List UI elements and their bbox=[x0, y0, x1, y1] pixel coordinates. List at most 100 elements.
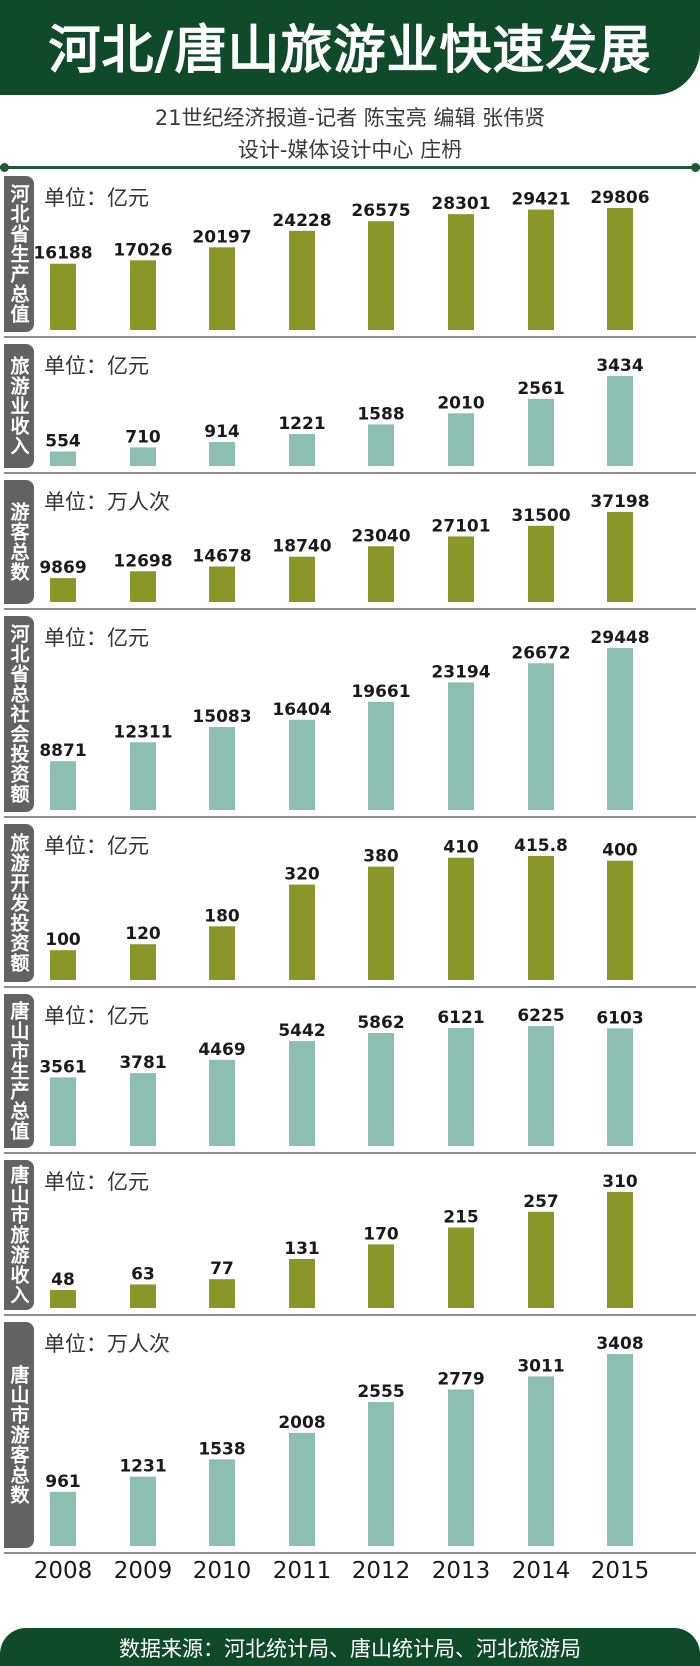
bar-chart: 100 120 180 320 380 410 415.8 400 bbox=[45, 836, 638, 980]
bar-value-label: 23194 bbox=[431, 662, 490, 682]
bar-value-label: 77 bbox=[210, 1259, 234, 1279]
bar-value-label: 1538 bbox=[198, 1439, 245, 1459]
bar bbox=[209, 727, 235, 810]
x-tick-label: 2015 bbox=[590, 1558, 650, 1584]
unit-label: 单位：万人次 bbox=[44, 490, 170, 514]
chart-panel: 旅游业收入 单位：亿元 554 710 914 1221 1588 2010 2561 3434 bbox=[0, 340, 700, 474]
bar bbox=[368, 546, 394, 602]
bar-value-label: 5862 bbox=[357, 1013, 404, 1033]
bar-value-label: 320 bbox=[284, 865, 320, 885]
panel-divider bbox=[4, 1552, 696, 1554]
page-title: 河北/唐山旅游业快速发展 bbox=[48, 21, 652, 81]
chart-title: 河北省总社会投资额 bbox=[7, 624, 30, 804]
bar-chart: 9869 12698 14678 18740 23040 27101 31500 37198 bbox=[39, 492, 650, 602]
bar bbox=[607, 1354, 633, 1546]
credit-line-reporter: 21世纪经济报道-记者 陈宝亮 编辑 张伟贤 bbox=[154, 106, 546, 130]
bar bbox=[130, 742, 156, 810]
bar-value-label: 3434 bbox=[596, 356, 643, 376]
bar-value-label: 12698 bbox=[113, 551, 172, 571]
bar-value-label: 29421 bbox=[511, 190, 570, 210]
bar-value-label: 554 bbox=[45, 431, 81, 451]
bar-value-label: 5442 bbox=[278, 1021, 325, 1041]
bar-value-label: 26575 bbox=[351, 201, 410, 221]
chart-title: 游客总数 bbox=[7, 502, 30, 582]
bar-value-label: 3408 bbox=[596, 1334, 643, 1354]
unit-label: 单位：亿元 bbox=[44, 186, 149, 210]
bar-value-label: 131 bbox=[284, 1239, 320, 1259]
bar-value-label: 26672 bbox=[511, 643, 570, 663]
bar-value-label: 1221 bbox=[278, 414, 325, 434]
chart-title-tab: 河北省总社会投资额 bbox=[4, 616, 34, 812]
unit-label: 单位：亿元 bbox=[44, 1004, 149, 1028]
bar-value-label: 415.8 bbox=[514, 836, 568, 856]
bar bbox=[607, 648, 633, 810]
bar-value-label: 2008 bbox=[278, 1413, 325, 1433]
bar-value-label: 16188 bbox=[33, 244, 92, 264]
bar bbox=[607, 1028, 633, 1146]
bar bbox=[50, 761, 76, 810]
bar-value-label: 29806 bbox=[590, 188, 649, 208]
bar-value-label: 3561 bbox=[39, 1057, 86, 1077]
bar bbox=[289, 719, 315, 810]
bar-chart: 961 1231 1538 2008 2555 2779 3011 3408 bbox=[45, 1334, 644, 1546]
bar-value-label: 215 bbox=[443, 1208, 479, 1228]
bar bbox=[528, 1376, 554, 1546]
bar-value-label: 170 bbox=[363, 1224, 399, 1244]
bar-chart: 8871 12311 15083 16404 19661 23194 26672 29448 bbox=[39, 628, 650, 810]
x-tick-label: 2010 bbox=[192, 1558, 252, 1584]
bar-value-label: 29448 bbox=[590, 628, 649, 648]
chart-title-tab: 唐山市游客总数 bbox=[4, 1322, 34, 1548]
bar bbox=[528, 1211, 554, 1308]
bar-value-label: 6103 bbox=[596, 1008, 643, 1028]
chart-panel: 河北省总社会投资额 单位：亿元 8871 12311 15083 16404 19661 23… bbox=[0, 612, 700, 818]
chart-title: 旅游业收入 bbox=[7, 356, 30, 456]
chart-panel: 唐山市游客总数 单位：万人次 961 1231 1538 2008 2555 2779 3011… bbox=[0, 1318, 700, 1554]
bar-value-label: 710 bbox=[125, 427, 161, 447]
chart-title-tab: 唐山市旅游收入 bbox=[4, 1160, 34, 1310]
bar bbox=[209, 1059, 235, 1146]
bar bbox=[448, 214, 474, 330]
bar-value-label: 8871 bbox=[39, 741, 86, 761]
bar bbox=[50, 1290, 76, 1308]
unit-label: 单位：亿元 bbox=[44, 834, 149, 858]
bar-value-label: 23040 bbox=[351, 526, 410, 546]
bar bbox=[368, 701, 394, 810]
bar bbox=[289, 1041, 315, 1146]
bar-value-label: 1588 bbox=[357, 404, 404, 424]
bar bbox=[448, 1389, 474, 1546]
bar-value-label: 63 bbox=[131, 1264, 155, 1284]
bar bbox=[368, 866, 394, 980]
bar-value-label: 9869 bbox=[39, 558, 86, 578]
bar bbox=[368, 221, 394, 330]
x-tick-label: 2009 bbox=[113, 1558, 173, 1584]
panel-divider bbox=[4, 608, 696, 610]
chart-title: 旅游开发投资额 bbox=[7, 833, 30, 973]
chart-title-tab: 唐山市生产总值 bbox=[4, 994, 34, 1148]
bar bbox=[448, 1028, 474, 1146]
bar-value-label: 2561 bbox=[517, 379, 564, 399]
chart-title: 唐山市游客总数 bbox=[7, 1365, 30, 1505]
bar-value-label: 380 bbox=[363, 847, 399, 867]
bar bbox=[130, 260, 156, 330]
x-tick-label: 2013 bbox=[431, 1558, 491, 1584]
panel-divider bbox=[4, 1314, 696, 1316]
bar-value-label: 914 bbox=[204, 422, 240, 442]
bar bbox=[209, 566, 235, 602]
bar bbox=[209, 1279, 235, 1308]
chart-panel: 河北省生产总值 单位：亿元 16188 17026 20197 24228 26575 283… bbox=[0, 172, 700, 338]
bar-value-label: 16404 bbox=[272, 700, 331, 720]
bar-value-label: 2555 bbox=[357, 1382, 404, 1402]
header-divider bbox=[0, 163, 700, 172]
chart-title-tab: 旅游开发投资额 bbox=[4, 824, 34, 982]
x-tick-label: 2014 bbox=[511, 1558, 571, 1584]
chart-title: 唐山市生产总值 bbox=[7, 1001, 30, 1141]
bar-value-label: 48 bbox=[51, 1270, 75, 1290]
bar bbox=[607, 860, 633, 980]
bar-value-label: 257 bbox=[523, 1192, 559, 1212]
bar bbox=[50, 578, 76, 602]
bar bbox=[50, 263, 76, 330]
bar-value-label: 19661 bbox=[351, 682, 410, 702]
panel-divider bbox=[4, 816, 696, 818]
bar bbox=[528, 1026, 554, 1146]
panel-divider bbox=[4, 336, 696, 338]
